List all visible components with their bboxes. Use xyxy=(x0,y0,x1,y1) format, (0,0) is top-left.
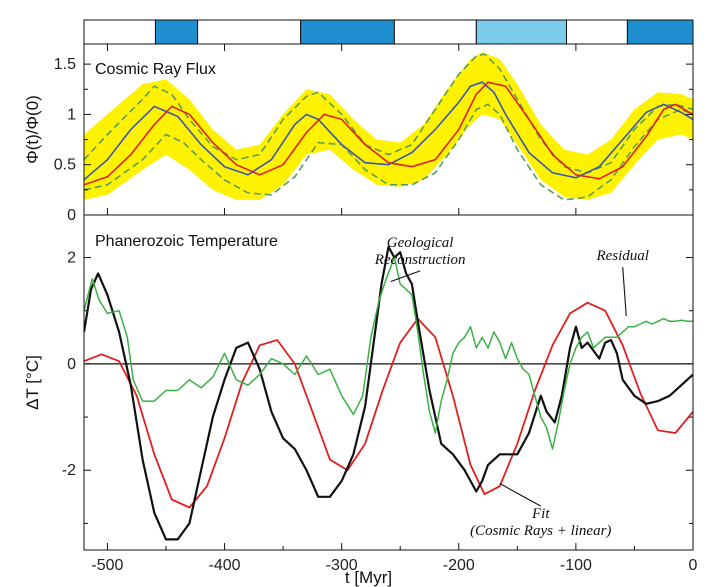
phanerozoic-temperature-panel: -2 0 2 -500 -400 -300 -200 -100 0 Phanerozoic Tem… xyxy=(23,214,698,587)
bar-segment-5 xyxy=(475,19,568,45)
stratigraphic-bar xyxy=(83,19,694,45)
x-tick-label: -100 xyxy=(560,557,592,574)
x-tick-label: 0 xyxy=(689,557,698,574)
annotation-label: Geological xyxy=(387,235,454,251)
y-tick-label: 0.5 xyxy=(54,157,76,174)
flux-series-line-1 xyxy=(84,81,693,186)
annotation-pointer xyxy=(499,483,542,507)
fit-line xyxy=(84,301,693,509)
annotation-label: Reconstruction xyxy=(374,252,466,268)
plot-area xyxy=(84,245,693,541)
x-tick-label: -400 xyxy=(209,557,241,574)
annotation-pointer xyxy=(622,267,627,317)
y-tick-label: 1 xyxy=(67,106,76,123)
geological-reconstruction-line xyxy=(84,245,693,541)
plot-area xyxy=(84,52,693,201)
panel-title: Phanerozoic Temperature xyxy=(95,233,278,250)
annotation-label: Residual xyxy=(595,248,649,264)
annotation-label: (Cosmic Rays + linear) xyxy=(470,523,611,539)
y-axis-label: Φ(t)/Φ(0) xyxy=(23,95,42,164)
flux-series-line-0 xyxy=(84,81,693,181)
bar-segment-6 xyxy=(566,19,628,45)
y-tick-label: 0 xyxy=(67,356,76,373)
dashed-lower-line xyxy=(84,103,693,201)
x-axis-label: t [Myr] xyxy=(345,568,392,587)
x-tick-label: -300 xyxy=(326,557,358,574)
bar-segment-1 xyxy=(154,19,199,45)
y-tick-label: 2 xyxy=(67,250,76,267)
y-tick-label: -2 xyxy=(62,462,76,479)
annotation-label: Fit xyxy=(531,506,550,522)
residual-line xyxy=(84,256,693,450)
x-tick-label: -200 xyxy=(443,557,475,574)
panel-title: Cosmic Ray Flux xyxy=(95,61,216,78)
y-axis-label: ΔT [°C] xyxy=(23,355,42,410)
y-tick-label: 1.5 xyxy=(54,56,76,73)
bar-segment-7 xyxy=(626,19,694,45)
cosmic-ray-flux-panel: 0 0.5 1 1.5 Cosmic Ray Flux Φ(t)/Φ(0) xyxy=(23,43,694,224)
bar-segment-3 xyxy=(300,19,395,45)
annotation-pointer xyxy=(390,270,421,282)
bar-segment-2 xyxy=(197,19,302,45)
bar-segment-4 xyxy=(393,19,477,45)
x-tick-label: -500 xyxy=(91,557,123,574)
panel-frame xyxy=(83,214,694,551)
y-tick-label: 0 xyxy=(67,207,76,224)
bar-segment-0 xyxy=(83,19,156,45)
